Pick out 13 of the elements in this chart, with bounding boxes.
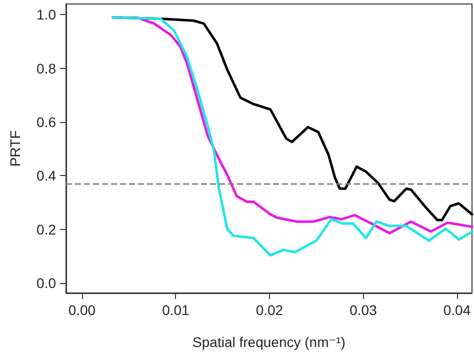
x-axis-title: Spatial frequency (nm⁻¹) bbox=[192, 334, 346, 350]
x-tick-label: 0.02 bbox=[256, 302, 284, 318]
y-tick-label: 1.0 bbox=[36, 6, 56, 23]
x-tick-label: 0.00 bbox=[68, 302, 96, 318]
x-tick-label: 0.03 bbox=[350, 302, 378, 318]
x-tick-label: 0.01 bbox=[162, 302, 190, 318]
x-tick-label: 0.04 bbox=[443, 302, 471, 318]
y-tick-label: 0.8 bbox=[36, 60, 56, 76]
y-tick-label: 0.4 bbox=[36, 168, 56, 184]
y-tick-label: 0.2 bbox=[36, 221, 56, 238]
y-tick-label: 0.0 bbox=[36, 275, 56, 292]
y-tick-label: 0.6 bbox=[36, 114, 56, 130]
y-axis-title: PRTF bbox=[7, 130, 23, 167]
